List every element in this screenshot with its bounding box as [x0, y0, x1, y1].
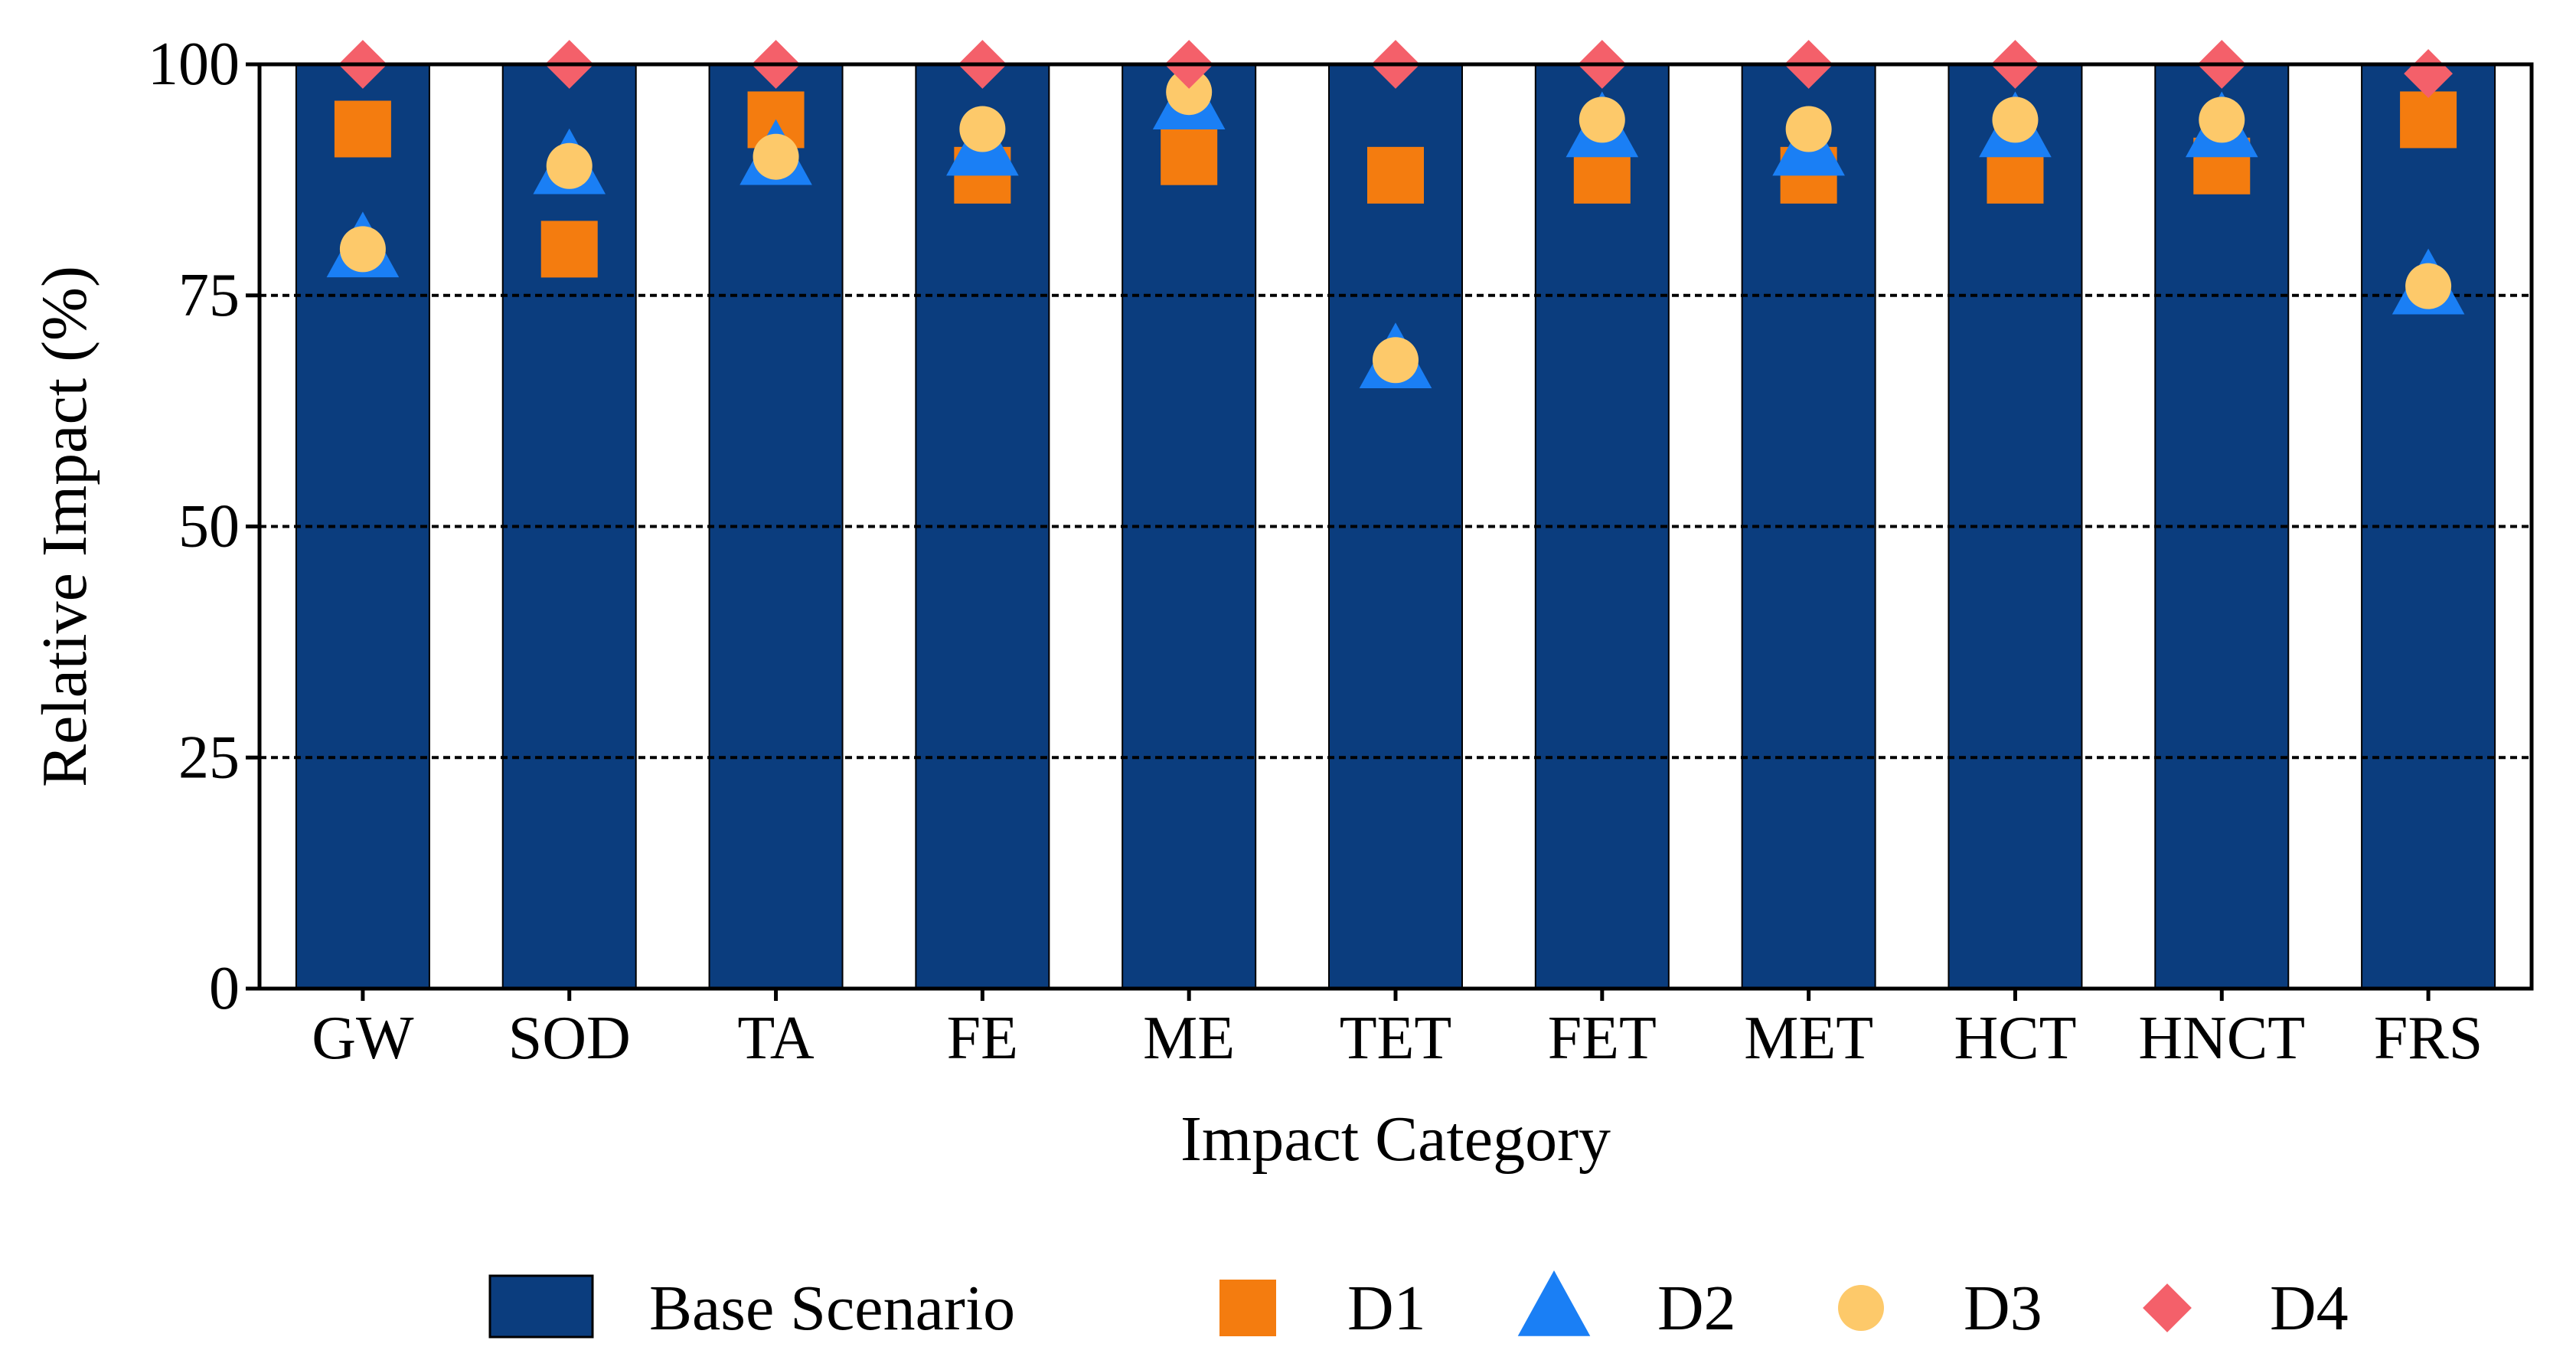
legend-label-d4: D4: [2270, 1273, 2349, 1344]
y-axis-title: Relative Impact (%): [29, 266, 100, 787]
d3-point-me: [1166, 69, 1213, 116]
d3-point-gw: [339, 226, 386, 273]
d3-point-sod: [546, 142, 593, 189]
d1-point-sod: [540, 221, 598, 278]
legend-label-d1: D1: [1347, 1273, 1426, 1344]
x-tick-label: TET: [1340, 1005, 1452, 1072]
x-axis: GW SOD TA FE ME TET FET MET HCT HNCT FRS: [312, 989, 2483, 1072]
d1-point-me: [1161, 128, 1218, 185]
d3-point-tet: [1373, 337, 1419, 384]
x-tick-label: TA: [737, 1005, 814, 1072]
legend-swatch-base-scenario: [488, 1274, 594, 1339]
y-tick-label: 50: [178, 493, 240, 561]
y-tick-label: 100: [148, 31, 240, 98]
legend: Base Scenario D1 D2 D3 D4: [488, 1270, 2349, 1344]
y-tick-label: 25: [178, 724, 240, 791]
x-tick-label: MET: [1744, 1005, 1873, 1072]
y-axis: 0 25 50 75 100: [148, 31, 260, 1022]
x-tick-label: SOD: [508, 1005, 631, 1072]
x-axis-title: Impact Category: [1180, 1103, 1611, 1175]
d1-point-tet: [1367, 146, 1424, 204]
legend-label-d3: D3: [1964, 1273, 2042, 1344]
d1-point-frs: [2400, 91, 2457, 149]
x-tick-label: GW: [312, 1005, 414, 1072]
legend-swatch-d1: [1219, 1280, 1276, 1336]
x-tick-label: HNCT: [2138, 1005, 2305, 1072]
legend-label-d2: D2: [1657, 1273, 1736, 1344]
legend-swatch-d2: [1517, 1270, 1591, 1336]
bar-hnct: [2154, 64, 2290, 989]
y-tick-label: 75: [178, 262, 240, 329]
legend-label-base-scenario: Base Scenario: [649, 1273, 1015, 1344]
x-tick-label: FRS: [2374, 1005, 2483, 1072]
d1-point-gw: [334, 100, 391, 158]
d3-point-fet: [1579, 96, 1625, 143]
x-tick-label: HCT: [1954, 1005, 2076, 1072]
d3-point-hct: [1992, 96, 2039, 143]
d3-point-ta: [753, 133, 799, 180]
legend-swatch-d3: [1838, 1285, 1884, 1331]
x-tick-label: FE: [947, 1005, 1018, 1072]
d4-point-frs: [2404, 49, 2453, 98]
d3-point-met: [1785, 106, 1832, 152]
x-tick-label: FET: [1548, 1005, 1657, 1072]
legend-swatch-d4: [2143, 1283, 2192, 1332]
d3-point-hnct: [2199, 96, 2245, 143]
bar-frs: [2361, 64, 2496, 989]
d3-point-fe: [959, 106, 1006, 152]
x-tick-label: ME: [1143, 1005, 1235, 1072]
y-tick-label: 0: [209, 955, 240, 1022]
d3-point-frs: [2405, 263, 2452, 309]
